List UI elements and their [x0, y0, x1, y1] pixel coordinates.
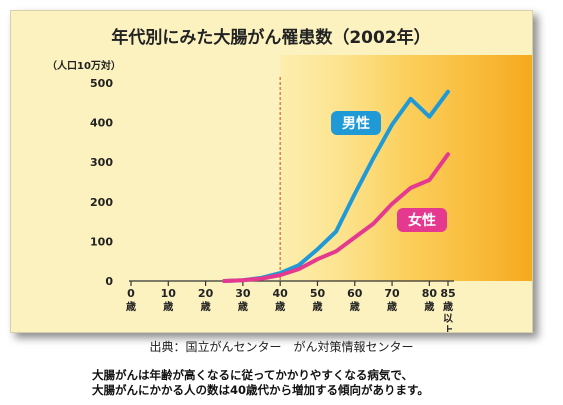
series-label: 男性 [342, 115, 370, 132]
y-tick-label: 0 [105, 275, 113, 288]
x-tick-label: 30 [235, 287, 251, 300]
series-label: 女性 [408, 212, 436, 229]
y-tick-label: 400 [90, 117, 113, 130]
x-tick-label: 20 [198, 287, 214, 300]
x-tick-label: 85 [440, 287, 455, 300]
x-tick-unit: 歳 [443, 300, 453, 313]
source-note: 出典：国立がんセンター がん対策情報センター [149, 340, 414, 354]
x-tick-label: 40 [273, 287, 289, 300]
x-tick-unit: 歳 [126, 300, 136, 313]
x-tick-label: 0 [127, 287, 135, 300]
x-tick-unit: 歳 [163, 300, 173, 313]
y-tick-label: 100 [90, 235, 113, 248]
x-tick-unit: 歳 [275, 300, 285, 313]
caption: 大腸がんは年齢が高くなるに従ってかかりやすくなる病気で、 大腸がんにかかる人の数… [92, 368, 552, 398]
x-tick-unit: 歳 [238, 300, 248, 313]
x-tick-label: 80 [422, 287, 438, 300]
chart-title: 年代別にみた大腸がん罹患数（2002年） [111, 27, 430, 48]
x-tick-suffix: 上 [443, 324, 453, 332]
x-tick-unit: 歳 [387, 300, 397, 313]
x-tick-suffix: 以 [443, 313, 453, 325]
x-tick-unit: 歳 [201, 300, 211, 313]
series-line [222, 152, 450, 283]
x-tick-label: 70 [384, 287, 400, 300]
line-chart: 年代別にみた大腸がん罹患数（2002年） （人口10万対） 0100200300… [47, 27, 532, 332]
x-tick-label: 50 [310, 287, 326, 300]
y-tick-label: 300 [90, 156, 113, 169]
x-tick-unit: 歳 [350, 300, 360, 313]
chart-card: 年代別にみた大腸がん罹患数（2002年） （人口10万対） 0 100 200 300… [10, 10, 533, 333]
y-tick-label: 500 [90, 77, 113, 90]
caption-line: 大腸がんにかかる人の数は40歳代から増加する傾向があります。 [92, 383, 429, 397]
x-tick-label: 60 [347, 287, 363, 300]
x-tick-label: 10 [161, 287, 177, 300]
series-badge [397, 208, 447, 232]
series-badge [331, 111, 381, 135]
x-tick-unit: 歳 [424, 300, 434, 313]
x-tick-unit: 歳 [312, 300, 322, 313]
caption-line: 大腸がんは年齢が高くなるに従ってかかりやすくなる病気で、 [92, 368, 413, 382]
y-tick-label: 200 [90, 196, 113, 209]
y-axis-label: （人口10万対） [47, 59, 121, 72]
